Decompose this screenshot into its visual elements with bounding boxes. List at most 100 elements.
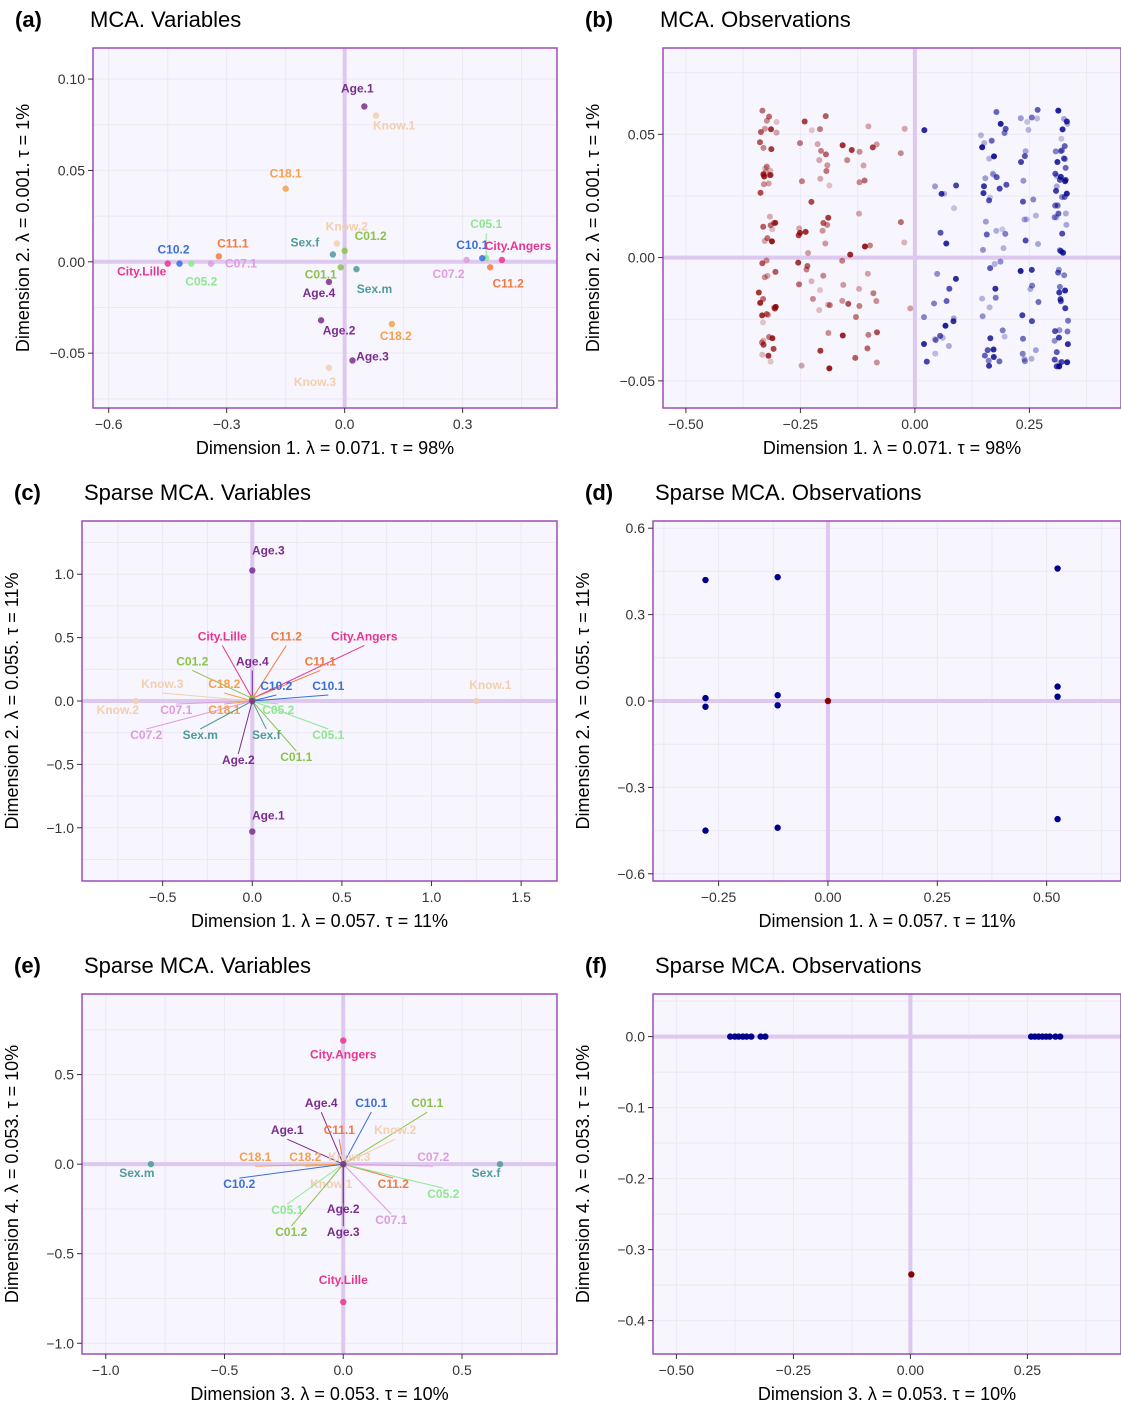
label-segment <box>342 1163 392 1215</box>
point-label-c18-1: C18.1 <box>270 167 302 181</box>
observation-point <box>1024 118 1031 125</box>
observation-point <box>1062 287 1069 294</box>
variable-point <box>463 256 470 264</box>
observation-point <box>1057 296 1064 303</box>
observation-point <box>856 148 863 155</box>
observation-point <box>847 251 854 258</box>
point-label-c11-2: C11.2 <box>492 276 524 290</box>
x-tick-label: −1.0 <box>92 1362 120 1378</box>
observation-point <box>943 240 950 247</box>
observation-point <box>1056 363 1063 370</box>
observation-point <box>1032 347 1039 354</box>
observation-point <box>743 1033 750 1040</box>
point-label-c10-2: C10.2 <box>157 243 189 257</box>
observation-point <box>764 235 771 242</box>
point-label-age-1: Age.1 <box>252 809 285 823</box>
observation-point <box>763 117 770 124</box>
observation-point <box>1052 202 1059 209</box>
x-axis-title: Dimension 3. λ = 0.053. τ = 10% <box>190 1384 448 1404</box>
y-tick-label: −0.05 <box>50 345 86 361</box>
observation-point <box>702 576 709 584</box>
observation-point <box>774 702 781 709</box>
observation-point <box>982 175 989 182</box>
label-segment <box>305 1163 344 1167</box>
observation-point <box>769 335 776 342</box>
y-axis-title: Dimension 2. λ = 0.001. τ = 1% <box>583 104 603 352</box>
observation-point <box>986 197 993 204</box>
observation-point <box>765 180 772 187</box>
observation-point <box>867 242 874 249</box>
observation-point <box>1058 135 1065 142</box>
observation-point <box>1061 193 1068 200</box>
observation-point <box>1018 158 1025 165</box>
observation-point <box>1057 148 1064 155</box>
x-tick-label: 0.0 <box>243 889 263 905</box>
observation-point <box>816 157 823 164</box>
observation-point <box>1065 317 1072 324</box>
observation-point <box>1055 269 1062 276</box>
y-tick-label: 1.0 <box>55 566 75 582</box>
observation-point <box>1054 693 1061 700</box>
observation-point <box>1064 328 1071 335</box>
variable-point <box>349 357 356 364</box>
variable-point <box>282 185 289 192</box>
observation-point <box>1022 237 1029 244</box>
observation-point <box>702 703 709 710</box>
observation-point <box>977 132 984 139</box>
observation-point <box>1035 240 1042 247</box>
observation-point <box>901 125 908 132</box>
point-label-city-lille: City.Lille <box>319 1273 368 1287</box>
observation-point <box>796 281 803 288</box>
label-segment <box>252 670 321 699</box>
point-label-c07-2: C07.2 <box>130 728 162 742</box>
observation-point <box>856 303 863 310</box>
observation-point <box>1056 1033 1064 1040</box>
point-label-c05-1: C05.1 <box>470 217 502 231</box>
point-label-c10-1: C10.1 <box>456 238 488 252</box>
observation-point <box>990 353 997 360</box>
observation-point <box>1054 202 1061 209</box>
observation-point <box>760 223 767 230</box>
observation-point <box>1056 327 1063 334</box>
y-tick-label: 0.0 <box>626 693 646 709</box>
point-label-c18-1: C18.1 <box>239 1150 271 1164</box>
observation-point <box>760 341 767 348</box>
observation-point <box>759 351 766 358</box>
observation-point <box>991 153 998 160</box>
observation-point <box>856 210 863 217</box>
observation-point <box>908 1271 915 1278</box>
observation-point <box>981 139 988 146</box>
point-label-c01-1: C01.1 <box>411 1096 443 1110</box>
observation-point <box>873 298 880 305</box>
point-label-age-1: Age.1 <box>271 1123 304 1137</box>
observation-point <box>1061 272 1068 279</box>
observation-point <box>760 171 767 178</box>
point-label-c10-2: C10.2 <box>223 1177 255 1191</box>
observation-point <box>981 352 988 359</box>
observation-point <box>760 181 767 188</box>
observation-point <box>839 257 846 264</box>
label-segment <box>237 700 253 755</box>
x-tick-label: 0.00 <box>897 1362 924 1378</box>
y-tick-label: −0.1 <box>617 1100 645 1116</box>
observation-point <box>1022 148 1029 155</box>
point-label-c07-1: C07.1 <box>160 703 192 717</box>
observation-point <box>980 190 987 197</box>
observation-point <box>773 119 780 126</box>
point-label-c10-1: C10.1 <box>355 1096 387 1110</box>
observation-point <box>932 337 939 344</box>
observation-point <box>816 287 823 294</box>
variable-point <box>498 256 506 264</box>
label-segment <box>251 700 297 752</box>
observation-point <box>844 157 851 164</box>
point-label-age-1: Age.1 <box>341 81 374 95</box>
point-label-know-1: Know.1 <box>469 678 512 692</box>
point-label-age-3: Age.3 <box>327 1225 360 1239</box>
point-label-c11-2: C11.2 <box>271 629 303 643</box>
observation-point <box>774 692 781 699</box>
observation-point <box>825 329 832 336</box>
observation-point <box>766 113 773 120</box>
point-label-know-2: Know.2 <box>326 220 369 234</box>
label-segment <box>343 1163 444 1189</box>
